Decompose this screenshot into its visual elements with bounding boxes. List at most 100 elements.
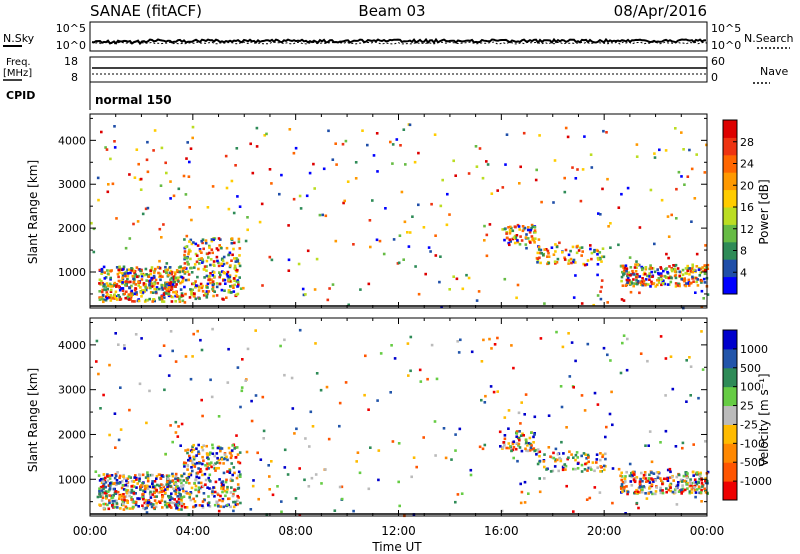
power-cell bbox=[227, 290, 231, 294]
power-cell bbox=[680, 175, 683, 178]
velocity-cell bbox=[122, 508, 126, 511]
velocity-cell bbox=[367, 487, 371, 491]
power-cell bbox=[105, 282, 109, 285]
power-cell bbox=[177, 187, 181, 191]
velocity-cell bbox=[407, 374, 410, 377]
power-cell bbox=[576, 168, 579, 171]
velocity-cell bbox=[180, 485, 183, 488]
power-cell bbox=[167, 273, 170, 277]
power-cell bbox=[228, 274, 232, 277]
velocity-cell bbox=[183, 461, 186, 464]
power-cell bbox=[629, 266, 633, 269]
power-cell bbox=[695, 252, 699, 256]
power-cell bbox=[124, 296, 127, 300]
power-cell bbox=[100, 130, 103, 134]
velocity-cell bbox=[415, 465, 418, 469]
velocity-cell bbox=[123, 495, 126, 499]
power-cell bbox=[467, 276, 471, 280]
power-cell bbox=[181, 299, 185, 303]
power-cell bbox=[701, 266, 704, 269]
time-tick-label: 00:00 bbox=[73, 524, 108, 538]
velocity-cell bbox=[340, 485, 344, 489]
velocity-cell bbox=[585, 498, 589, 501]
velocity-cell bbox=[180, 474, 184, 478]
velocity-cell bbox=[622, 489, 626, 493]
power-cell bbox=[696, 278, 699, 281]
power-cell bbox=[98, 282, 101, 285]
velocity-cell bbox=[171, 479, 175, 482]
velocity-cell bbox=[157, 491, 160, 494]
velocity-cell bbox=[691, 470, 695, 474]
power-cell bbox=[561, 251, 564, 254]
velocity-cell bbox=[168, 504, 171, 507]
velocity-cell bbox=[552, 451, 555, 455]
velocity-cell bbox=[507, 409, 511, 412]
power-cell bbox=[684, 267, 688, 270]
velocity-cell bbox=[131, 505, 135, 509]
velocity-cell bbox=[563, 463, 567, 466]
velocity-cell bbox=[595, 453, 599, 456]
power-cell bbox=[211, 280, 215, 284]
power-cell bbox=[193, 266, 196, 269]
power-cell bbox=[118, 288, 122, 292]
power-cell bbox=[194, 242, 198, 246]
power-cell bbox=[190, 218, 193, 222]
power-cell bbox=[200, 239, 203, 243]
velocity-cell bbox=[231, 444, 234, 447]
velocity-cell bbox=[227, 497, 230, 501]
velocity-cell bbox=[643, 471, 647, 474]
velocity-cell bbox=[201, 500, 205, 503]
velocity-cell bbox=[483, 443, 487, 447]
velocity-cell bbox=[207, 457, 210, 461]
power-cell bbox=[169, 197, 172, 200]
velocity-cell bbox=[200, 398, 203, 402]
velocity-cell bbox=[469, 468, 473, 472]
power-cell bbox=[158, 287, 161, 291]
power-cell bbox=[581, 250, 584, 253]
power-cell bbox=[98, 268, 102, 272]
velocity-cell bbox=[626, 490, 630, 494]
velocity-colorbar-tick-label: 500 bbox=[740, 362, 761, 375]
velocity-cell bbox=[174, 477, 177, 481]
power-cell bbox=[109, 269, 113, 273]
velocity-cell bbox=[638, 491, 641, 494]
power-cell bbox=[673, 270, 677, 273]
velocity-cell bbox=[700, 500, 703, 503]
velocity-cell bbox=[234, 503, 238, 507]
power-cell bbox=[187, 252, 190, 256]
velocity-cell bbox=[173, 489, 176, 493]
velocity-cell bbox=[542, 460, 546, 463]
velocity-cell bbox=[496, 336, 499, 340]
velocity-cell bbox=[192, 443, 195, 447]
power-cell bbox=[430, 202, 433, 206]
power-cell bbox=[190, 242, 194, 246]
velocity-cell bbox=[108, 474, 112, 477]
velocity-cell bbox=[140, 337, 143, 340]
power-cell bbox=[516, 283, 520, 287]
velocity-cell bbox=[591, 461, 595, 464]
velocity-cell bbox=[135, 476, 138, 480]
power-cell bbox=[335, 163, 338, 166]
velocity-cell bbox=[512, 456, 515, 460]
velocity-cell bbox=[669, 355, 673, 358]
power-colorbar-tick-label: 28 bbox=[740, 136, 754, 149]
power-cell bbox=[236, 280, 240, 284]
velocity-cell bbox=[701, 368, 705, 371]
velocity-cell bbox=[220, 447, 224, 450]
velocity-cell bbox=[191, 445, 194, 448]
power-cell bbox=[626, 274, 629, 278]
power-cell bbox=[212, 294, 215, 298]
velocity-cell bbox=[101, 496, 105, 499]
velocity-colorbar-swatch bbox=[723, 462, 737, 482]
velocity-cell bbox=[196, 329, 199, 333]
power-cell bbox=[148, 279, 152, 283]
velocity-cell bbox=[166, 475, 169, 479]
velocity-cell bbox=[533, 433, 536, 436]
velocity-cell bbox=[105, 497, 108, 500]
velocity-cell bbox=[664, 394, 667, 397]
power-cell bbox=[678, 270, 681, 274]
power-cell bbox=[162, 292, 166, 295]
power-cell bbox=[156, 282, 160, 285]
nave-tick-top: 60 bbox=[711, 55, 725, 68]
